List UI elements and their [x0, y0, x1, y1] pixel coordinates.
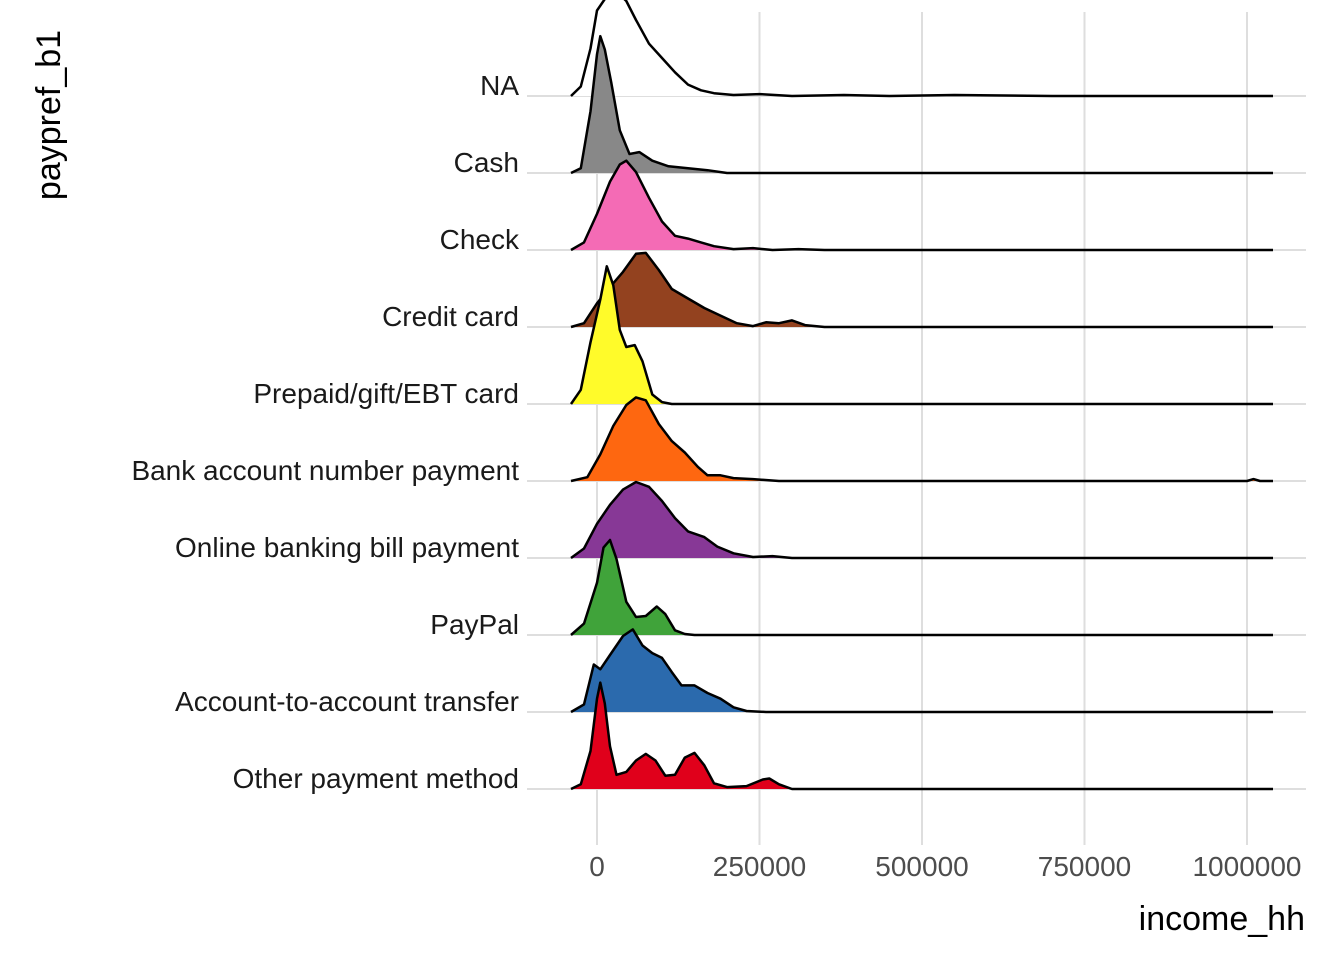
category-label: Online banking bill payment — [175, 532, 519, 563]
category-label: Check — [440, 224, 520, 255]
category-label: Cash — [454, 147, 519, 178]
ridge-fill-online-banking-bill-payment — [571, 482, 1273, 558]
ridge-outline-prepaid-gift-ebt-card — [569, 265, 1273, 406]
category-label: Credit card — [382, 301, 519, 332]
ridge-outline-bank-account-number-payment — [570, 396, 1273, 483]
category-label: Prepaid/gift/EBT card — [253, 378, 519, 409]
ridge-fill-bank-account-number-payment — [571, 397, 1273, 481]
x-tick-label: 250000 — [713, 851, 806, 882]
ridge-fill-paypal — [571, 540, 1273, 635]
category-label: Account-to-account transfer — [175, 686, 519, 717]
ridge-fill-credit-card — [571, 252, 1273, 327]
ridge-outline-other-payment-method — [570, 681, 1273, 791]
category-label: Bank account number payment — [131, 455, 519, 486]
ridge-outline-account-to-account-transfer — [570, 628, 1273, 714]
ridge-fill-account-to-account-transfer — [571, 629, 1273, 712]
x-axis-title: income_hh — [1139, 900, 1305, 938]
category-label: PayPal — [430, 609, 519, 640]
ridge-outline-na — [570, 0, 1273, 98]
category-label: NA — [480, 70, 519, 101]
ridge-outline-cash — [570, 34, 1273, 175]
ridge-outline-credit-card — [570, 251, 1273, 329]
ridge-fill-prepaid-gift-ebt-card — [571, 266, 1273, 404]
ridge-fill-cash — [571, 36, 1273, 174]
ridge-layer — [569, 0, 1273, 791]
x-tick-label: 500000 — [875, 851, 968, 882]
x-tick-label: 750000 — [1038, 851, 1131, 882]
category-label: Other payment method — [233, 763, 519, 794]
y-axis-title: paypref_b1 — [30, 30, 68, 200]
ridge-outline-paypal — [570, 538, 1273, 637]
ridge-outline-check — [570, 159, 1273, 252]
ridge-fill-other-payment-method — [571, 682, 1273, 789]
ridge-fill-check — [571, 160, 1273, 250]
ridge-outline-online-banking-bill-payment — [570, 480, 1273, 560]
x-tick-label: 0 — [589, 851, 605, 882]
x-tick-label: 1000000 — [1192, 851, 1301, 882]
y-axis-category-labels: NA Cash Check Credit card Prepaid/gift/EBT c… — [131, 70, 520, 794]
x-axis-ticks: 0 250000 500000 750000 1000000 — [589, 851, 1301, 882]
ridge-fill-na — [571, 0, 1273, 96]
